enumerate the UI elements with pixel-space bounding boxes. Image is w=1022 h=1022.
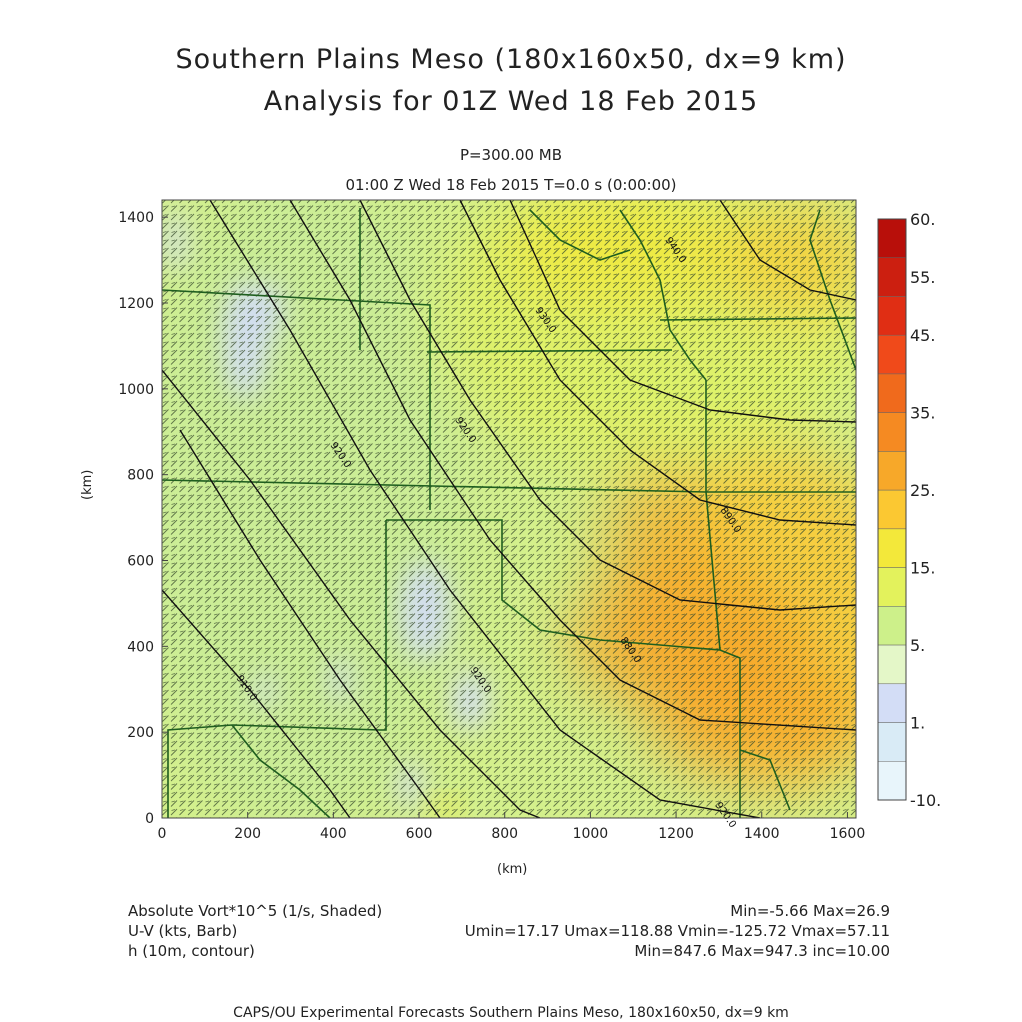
- colorbar-swatch: [877, 761, 907, 801]
- field3-label: h (10m, contour): [128, 942, 255, 960]
- x-tick-label: 1600: [830, 826, 866, 842]
- colorbar-label: 5.: [910, 636, 925, 655]
- credit-line: CAPS/OU Experimental Forecasts Southern …: [233, 1005, 789, 1021]
- colorbar-label: 45.: [910, 326, 935, 345]
- colorbar-swatch: [877, 373, 907, 413]
- x-tick-label: 200: [234, 826, 261, 842]
- x-axis: 0 200 400 600 800 1000 1200 1400 1600: [158, 812, 866, 842]
- colorbar-swatch: [877, 528, 907, 568]
- plot-title-line1: Southern Plains Meso (180x160x50, dx=9 k…: [175, 44, 847, 75]
- y-axis: 0 200 400 600 800 1000 1200 1400: [118, 210, 168, 827]
- colorbar-swatch: [877, 567, 907, 607]
- field1-stats: Min=-5.66 Max=26.9: [730, 902, 890, 920]
- x-tick-label: 0: [158, 826, 167, 842]
- colorbar-label: 15.: [910, 559, 935, 578]
- y-axis-label: (km): [80, 469, 95, 500]
- height-contours: [162, 200, 856, 818]
- colorbar-label: -10.: [910, 791, 941, 810]
- field2-label: U-V (kts, Barb): [128, 922, 238, 940]
- x-tick-label: 800: [491, 826, 518, 842]
- x-axis-label: (km): [497, 862, 528, 877]
- plot-frame: [161, 199, 857, 819]
- y-tick-label: 800: [127, 468, 154, 484]
- colorbar-swatch: [877, 218, 907, 258]
- colorbar-swatch: [877, 412, 907, 452]
- colorbar-label: 60.: [910, 210, 935, 229]
- colorbar-frame: [877, 218, 907, 801]
- y-tick-label: 1000: [118, 382, 154, 398]
- y-tick-label: 1200: [118, 296, 154, 312]
- plot-title-line2: Analysis for 01Z Wed 18 Feb 2015: [263, 86, 759, 117]
- state-borders: [162, 208, 856, 818]
- valid-time-label: 01:00 Z Wed 18 Feb 2015 T=0.0 s (0:00:00…: [345, 176, 677, 194]
- field1-label: Absolute Vort*10^5 (1/s, Shaded): [128, 902, 383, 920]
- x-tick-label: 1400: [744, 826, 780, 842]
- y-tick-label: 0: [145, 811, 154, 827]
- colorbar-label: 25.: [910, 481, 935, 500]
- y-tick-label: 400: [127, 639, 154, 655]
- colorbar-swatch: [877, 257, 907, 297]
- pressure-level-label: P=300.00 MB: [459, 146, 563, 164]
- colorbar-swatch: [877, 451, 907, 491]
- colorbar-swatch: [877, 296, 907, 336]
- colorbar-swatch: [877, 722, 907, 762]
- colorbar-label: 35.: [910, 404, 935, 423]
- y-tick-label: 600: [127, 554, 154, 570]
- colorbar-swatch: [877, 644, 907, 685]
- y-tick-label: 1400: [118, 210, 154, 226]
- colorbar: 60. 55. 45. 35. 25. 15. 5. 1. -10.: [877, 210, 941, 810]
- x-tick-label: 1200: [658, 826, 694, 842]
- x-tick-label: 1000: [573, 826, 609, 842]
- vorticity-shading: [162, 200, 856, 818]
- colorbar-label: 1.: [910, 714, 925, 733]
- field3-stats: Min=847.6 Max=947.3 inc=10.00: [634, 942, 890, 960]
- colorbar-swatch: [877, 489, 907, 530]
- colorbar-label: 55.: [910, 268, 935, 287]
- y-tick-label: 200: [127, 725, 154, 741]
- colorbar-swatch: [877, 334, 907, 375]
- colorbar-swatch: [877, 606, 907, 646]
- x-tick-label: 400: [320, 826, 347, 842]
- x-tick-label: 600: [406, 826, 433, 842]
- field2-stats: Umin=17.17 Umax=118.88 Vmin=-125.72 Vmax…: [464, 922, 890, 940]
- colorbar-swatch: [877, 683, 907, 723]
